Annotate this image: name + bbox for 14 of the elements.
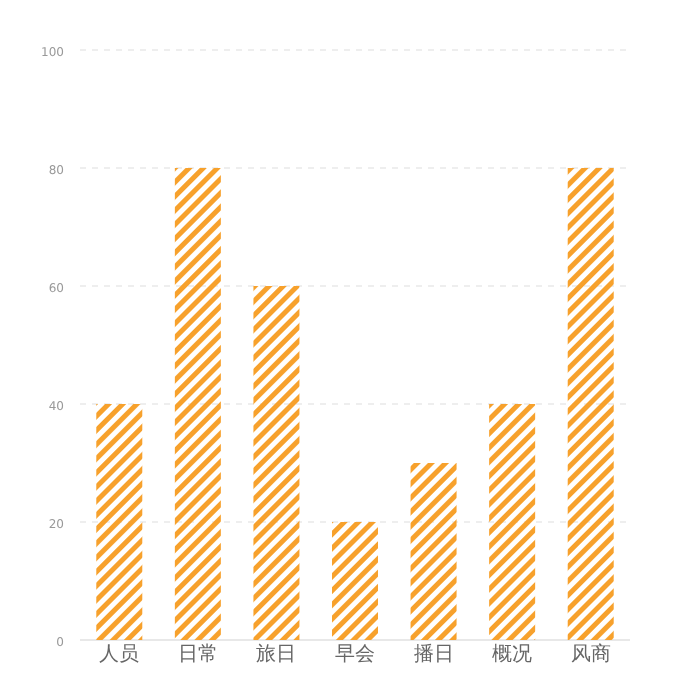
x-tick-label: 概况 <box>492 642 533 666</box>
bar <box>410 463 457 640</box>
bar <box>567 168 614 640</box>
bar <box>174 168 221 640</box>
bar <box>489 404 536 640</box>
x-tick-label: 人员 <box>99 644 140 666</box>
x-tick-label: 播日 <box>413 642 454 666</box>
bar <box>96 404 143 640</box>
x-tick-label: 早会 <box>335 642 375 666</box>
x-tick-label: 风商 <box>570 642 611 666</box>
bar <box>253 286 300 640</box>
x-tick-label: 日常 <box>177 642 218 666</box>
bar <box>332 522 378 640</box>
x-tick-label: 旅日 <box>256 642 297 666</box>
